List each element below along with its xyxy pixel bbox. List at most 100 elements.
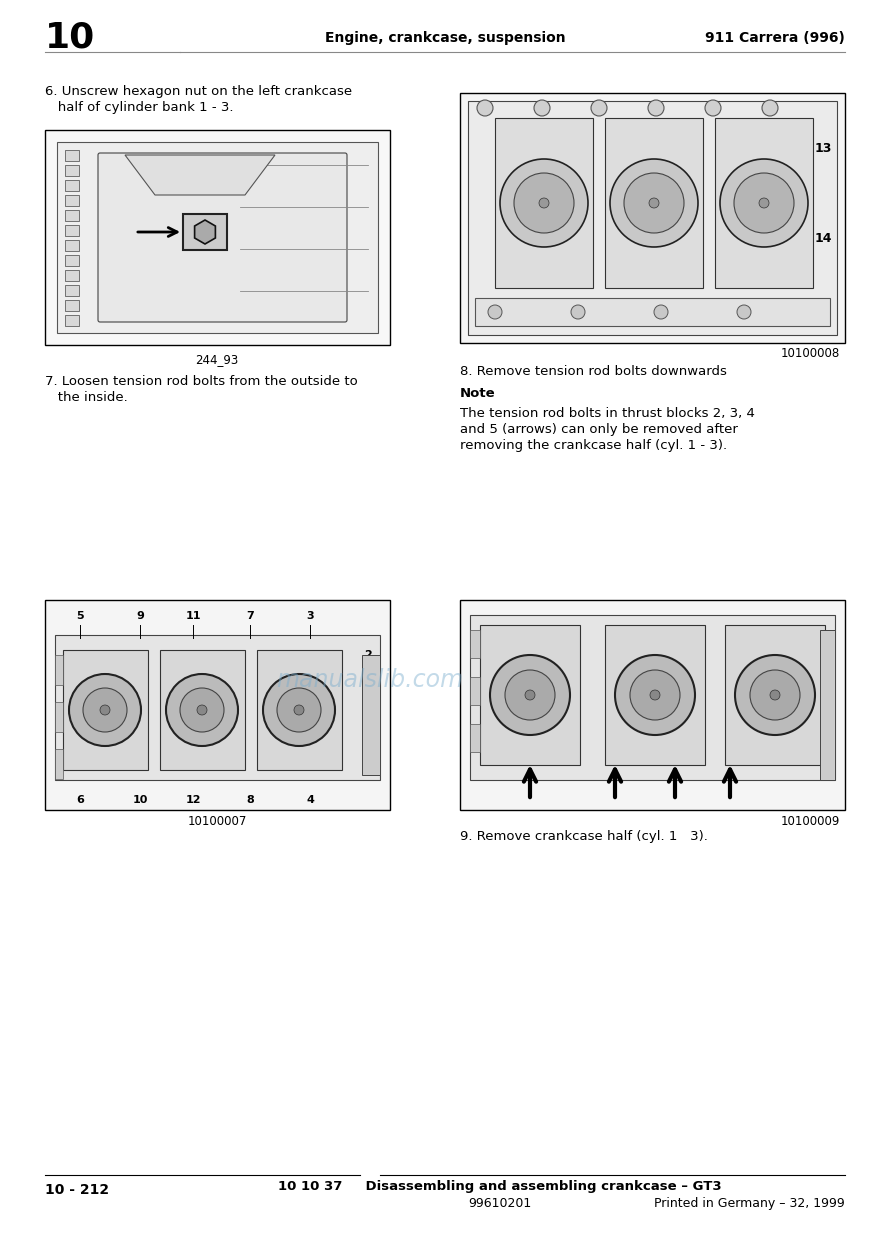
Bar: [45, 600, 390, 810]
Text: 10 - 212: 10 - 212: [45, 1183, 109, 1197]
Bar: [45, 131, 390, 345]
Text: and 5 (arrows) can only be removed after: and 5 (arrows) can only be removed after: [460, 423, 738, 436]
Circle shape: [488, 305, 502, 319]
Text: 8. Remove tension rod bolts downwards: 8. Remove tension rod bolts downwards: [460, 365, 727, 378]
Text: 99610201: 99610201: [468, 1197, 531, 1210]
Text: half of cylinder bank 1 - 3.: half of cylinder bank 1 - 3.: [45, 100, 233, 114]
Text: 12: 12: [185, 795, 201, 805]
Bar: [65, 315, 79, 327]
Circle shape: [750, 669, 800, 720]
Text: 7: 7: [247, 610, 254, 620]
Circle shape: [762, 100, 778, 116]
Bar: [715, 118, 813, 288]
Circle shape: [514, 173, 574, 234]
Circle shape: [630, 669, 680, 720]
Circle shape: [263, 674, 335, 746]
Bar: [480, 625, 580, 765]
Text: 1: 1: [371, 705, 379, 715]
Bar: [470, 631, 480, 658]
Bar: [605, 625, 705, 765]
Bar: [470, 723, 480, 752]
Text: 6: 6: [76, 795, 84, 805]
Circle shape: [197, 705, 207, 715]
Text: Printed in Germany – 32, 1999: Printed in Germany – 32, 1999: [654, 1197, 845, 1210]
Circle shape: [654, 305, 668, 319]
Bar: [65, 300, 79, 311]
Text: 11: 11: [185, 610, 201, 620]
Circle shape: [69, 674, 141, 746]
Text: 13: 13: [814, 142, 831, 154]
Polygon shape: [125, 154, 275, 195]
Bar: [65, 180, 79, 191]
Bar: [470, 615, 835, 780]
Bar: [65, 240, 79, 251]
Text: 5: 5: [77, 610, 84, 620]
Bar: [470, 677, 480, 705]
Text: 9: 9: [136, 610, 144, 620]
Circle shape: [735, 654, 815, 735]
Circle shape: [277, 688, 321, 732]
Bar: [65, 270, 79, 281]
Text: Engine, crankcase, suspension: Engine, crankcase, suspension: [325, 31, 565, 45]
Circle shape: [83, 688, 127, 732]
Circle shape: [505, 669, 555, 720]
Bar: [65, 195, 79, 206]
Circle shape: [615, 654, 695, 735]
Circle shape: [610, 160, 698, 247]
Text: 9. Remove crankcase half (cyl. 1   3).: 9. Remove crankcase half (cyl. 1 3).: [460, 830, 708, 843]
Circle shape: [737, 305, 751, 319]
Bar: [183, 214, 227, 250]
Text: 10: 10: [45, 21, 95, 55]
Circle shape: [649, 198, 659, 208]
Text: 10 10 37     Disassembling and assembling crankcase – GT3: 10 10 37 Disassembling and assembling cr…: [279, 1179, 722, 1193]
Bar: [65, 165, 79, 176]
Bar: [475, 298, 830, 327]
Circle shape: [650, 690, 660, 700]
Circle shape: [624, 173, 684, 234]
Text: Note: Note: [460, 387, 496, 399]
Bar: [725, 625, 825, 765]
FancyBboxPatch shape: [98, 153, 347, 322]
Bar: [820, 631, 835, 780]
Bar: [460, 93, 845, 343]
Bar: [460, 600, 845, 810]
Bar: [65, 210, 79, 221]
Bar: [362, 654, 380, 775]
Text: 10100007: 10100007: [187, 815, 247, 828]
Circle shape: [477, 100, 493, 116]
Text: 10100009: 10100009: [781, 815, 840, 828]
Circle shape: [166, 674, 238, 746]
Circle shape: [539, 198, 549, 208]
Text: 244_93: 244_93: [196, 353, 239, 365]
Text: 14: 14: [814, 231, 832, 245]
Circle shape: [591, 100, 607, 116]
Bar: [65, 149, 79, 161]
Circle shape: [294, 705, 304, 715]
Circle shape: [490, 654, 570, 735]
Circle shape: [525, 690, 535, 700]
Circle shape: [648, 100, 664, 116]
Bar: [257, 651, 342, 770]
Bar: [55, 749, 63, 779]
Text: 4: 4: [306, 795, 314, 805]
Text: 3: 3: [306, 610, 314, 620]
Text: the inside.: the inside.: [45, 391, 128, 404]
Bar: [65, 225, 79, 236]
Text: 2: 2: [364, 651, 372, 659]
Circle shape: [100, 705, 110, 715]
Circle shape: [705, 100, 721, 116]
Bar: [160, 651, 245, 770]
Bar: [57, 142, 378, 333]
Bar: [495, 118, 593, 288]
Circle shape: [759, 198, 769, 208]
Circle shape: [720, 160, 808, 247]
Text: 8: 8: [247, 795, 254, 805]
Text: removing the crankcase half (cyl. 1 - 3).: removing the crankcase half (cyl. 1 - 3)…: [460, 440, 727, 452]
Bar: [55, 636, 380, 780]
Bar: [63, 651, 148, 770]
Circle shape: [534, 100, 550, 116]
Bar: [65, 285, 79, 296]
Circle shape: [734, 173, 794, 234]
Circle shape: [180, 688, 224, 732]
Bar: [55, 654, 63, 685]
